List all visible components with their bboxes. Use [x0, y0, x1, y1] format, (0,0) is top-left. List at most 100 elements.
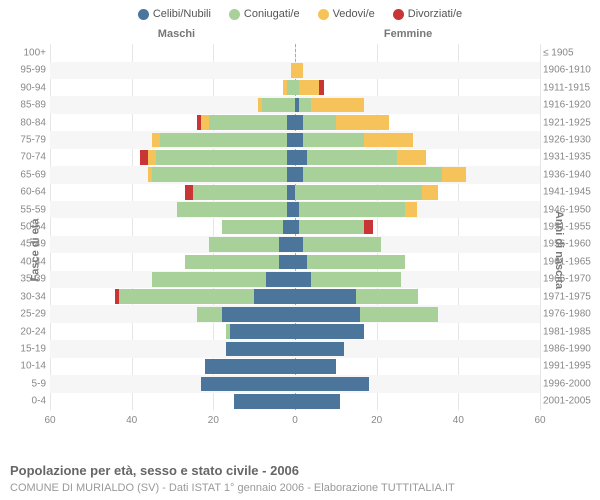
birth-year-label: 2001-2005 — [543, 396, 595, 407]
bar-segment — [287, 167, 295, 182]
legend: Celibi/NubiliConiugati/eVedovi/eDivorzia… — [0, 0, 600, 24]
bar-segment — [287, 185, 295, 200]
bar-segment — [295, 289, 356, 304]
age-label: 40-44 — [10, 256, 46, 267]
age-row: 40-441961-1965 — [50, 253, 540, 270]
age-label: 75-79 — [10, 134, 46, 145]
bar-segment — [234, 394, 295, 409]
bar-male — [50, 98, 295, 113]
bar-segment — [295, 133, 303, 148]
age-label: 15-19 — [10, 344, 46, 355]
bar-segment — [295, 255, 307, 270]
bar-segment — [156, 150, 287, 165]
birth-year-label: ≤ 1905 — [543, 47, 595, 58]
age-label: 50-54 — [10, 222, 46, 233]
x-tick-label: 60 — [44, 415, 55, 426]
bar-segment — [295, 377, 369, 392]
bar-female — [295, 115, 540, 130]
legend-label: Celibi/Nubili — [153, 8, 211, 20]
bar-segment — [197, 307, 222, 322]
birth-year-label: 1966-1970 — [543, 274, 595, 285]
x-tick-label: 40 — [453, 415, 464, 426]
bar-male — [50, 289, 295, 304]
bar-female — [295, 377, 540, 392]
legend-label: Vedovi/e — [333, 8, 375, 20]
bar-segment — [295, 342, 344, 357]
legend-item: Celibi/Nubili — [138, 8, 211, 20]
legend-label: Divorziati/e — [408, 8, 462, 20]
legend-item: Vedovi/e — [318, 8, 375, 20]
age-label: 90-94 — [10, 82, 46, 93]
bar-segment — [295, 359, 336, 374]
birth-year-label: 1921-1925 — [543, 117, 595, 128]
bar-segment — [422, 185, 438, 200]
bar-segment — [119, 289, 254, 304]
bar-segment — [360, 307, 438, 322]
bar-segment — [307, 150, 397, 165]
bar-segment — [303, 133, 364, 148]
bar-segment — [185, 185, 193, 200]
bar-male — [50, 377, 295, 392]
bar-segment — [336, 115, 389, 130]
birth-year-label: 1916-1920 — [543, 100, 595, 111]
chart-title: Popolazione per età, sesso e stato civil… — [10, 463, 299, 478]
age-row: 100+≤ 1905 — [50, 44, 540, 61]
birth-year-label: 1946-1950 — [543, 204, 595, 215]
legend-dot — [393, 9, 404, 20]
bar-segment — [307, 255, 405, 270]
age-label: 95-99 — [10, 65, 46, 76]
bar-segment — [356, 289, 417, 304]
x-tick-label: 20 — [371, 415, 382, 426]
x-tick-label: 0 — [292, 415, 298, 426]
birth-year-label: 1991-1995 — [543, 361, 595, 372]
bar-female — [295, 46, 540, 61]
legend-dot — [229, 9, 240, 20]
bar-female — [295, 202, 540, 217]
bar-male — [50, 272, 295, 287]
legend-dot — [318, 9, 329, 20]
bar-segment — [405, 202, 417, 217]
bar-segment — [148, 150, 156, 165]
bar-segment — [303, 115, 336, 130]
bar-segment — [295, 150, 307, 165]
age-label: 5-9 — [10, 378, 46, 389]
legend-dot — [138, 9, 149, 20]
age-label: 100+ — [10, 47, 46, 58]
birth-year-label: 1996-2000 — [543, 378, 595, 389]
bar-segment — [201, 115, 209, 130]
birth-year-label: 1906-1910 — [543, 65, 595, 76]
birth-year-label: 1986-1990 — [543, 344, 595, 355]
age-label: 65-69 — [10, 169, 46, 180]
birth-year-label: 1941-1945 — [543, 187, 595, 198]
age-row: 5-91996-2000 — [50, 375, 540, 392]
bar-male — [50, 80, 295, 95]
age-row: 80-841921-1925 — [50, 114, 540, 131]
bar-male — [50, 255, 295, 270]
bar-male — [50, 185, 295, 200]
bar-segment — [279, 237, 295, 252]
bar-female — [295, 307, 540, 322]
bar-segment — [295, 324, 364, 339]
column-header-male: Maschi — [158, 28, 195, 40]
bar-segment — [397, 150, 426, 165]
age-row: 20-241981-1985 — [50, 323, 540, 340]
bar-segment — [209, 237, 278, 252]
bar-male — [50, 220, 295, 235]
birth-year-label: 1976-1980 — [543, 309, 595, 320]
bar-female — [295, 80, 540, 95]
age-label: 55-59 — [10, 204, 46, 215]
bar-segment — [303, 167, 442, 182]
bar-female — [295, 342, 540, 357]
bar-segment — [193, 185, 287, 200]
age-row: 75-791926-1930 — [50, 131, 540, 148]
bar-female — [295, 359, 540, 374]
birth-year-label: 1926-1930 — [543, 134, 595, 145]
bar-male — [50, 324, 295, 339]
age-label: 35-39 — [10, 274, 46, 285]
x-tick-label: 20 — [208, 415, 219, 426]
age-row: 95-991906-1910 — [50, 62, 540, 79]
age-label: 80-84 — [10, 117, 46, 128]
bar-segment — [279, 255, 295, 270]
bar-male — [50, 63, 295, 78]
bar-male — [50, 307, 295, 322]
